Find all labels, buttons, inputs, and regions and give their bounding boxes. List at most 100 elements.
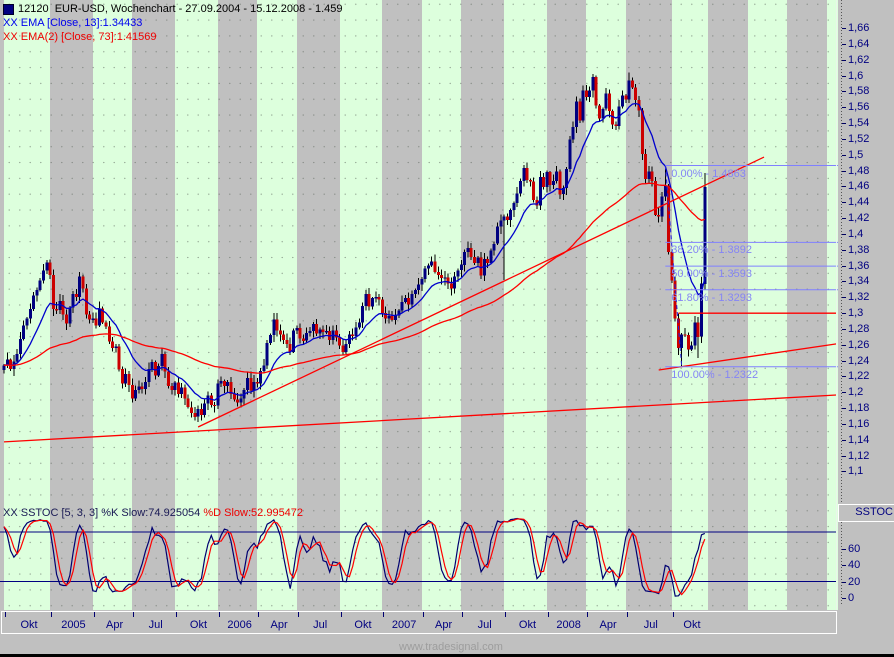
stochastic-d-label: %D Slow:52.995472 (203, 507, 304, 519)
date-label: Okt (20, 619, 38, 631)
trendlines[interactable] (3, 156, 837, 443)
long-term-support (3, 394, 837, 443)
date-axis[interactable]: Okt 2005 Apr Jul Okt 2006 Apr Jul Okt 2007 Apr Jul O… (1, 611, 837, 634)
price-tick (842, 313, 846, 314)
price-tick-label: 1,48 (848, 165, 870, 177)
chart-title-row: 12120 EUR-USD, Wochenchart - 27.09.2004 … (3, 3, 343, 16)
price-tick-label: 1,36 (848, 260, 870, 272)
price-tick-label: 1,14 (848, 434, 870, 446)
stochastic-tick-label: 40 (848, 559, 861, 571)
stochastic-tick (842, 582, 846, 583)
price-tick (842, 456, 846, 457)
price-tick (842, 440, 846, 441)
price-tick (842, 60, 846, 61)
date-label: Jul (477, 619, 492, 631)
price-tick (842, 297, 846, 298)
price-tick-label: 1,16 (848, 418, 870, 430)
date-label: Okt (683, 619, 701, 631)
fib-label[interactable]: 61.80% - 1.3293 (671, 291, 753, 304)
date-label: 2006 (227, 619, 252, 631)
price-tick-label: 1,2 (848, 386, 864, 398)
date-axis-tick (587, 612, 589, 617)
date-axis-tick (462, 612, 464, 617)
date-axis-tick (672, 612, 674, 617)
price-tick-label: 1,22 (848, 370, 870, 382)
date-label: Okt (518, 619, 537, 631)
fib-label[interactable]: 38.20% - 1.3892 (671, 244, 753, 257)
price-tick (842, 345, 846, 346)
price-tick (842, 329, 846, 330)
price-tick-label: 1,24 (848, 355, 870, 367)
ema-slow-line[interactable] (3, 182, 705, 374)
date-label: Jul (313, 619, 328, 631)
date-axis-tick (258, 612, 260, 617)
price-tick (842, 392, 846, 393)
stochastic-tick (842, 598, 846, 599)
price-tick-label: 1,44 (848, 196, 870, 208)
medium-term-support (197, 156, 765, 428)
ema-fast-line[interactable] (3, 102, 706, 401)
price-tick (842, 266, 846, 267)
date-axis-tick (51, 612, 53, 617)
price-tick (842, 139, 846, 140)
date-label: Apr (270, 619, 288, 631)
price-tick (842, 408, 846, 409)
price-tick-label: 1,18 (848, 402, 870, 414)
fib-label[interactable]: 100.00% - 1.2322 (671, 368, 759, 381)
price-tick (842, 107, 846, 108)
ema-fast-legend[interactable]: XX EMA [Close, 13]:1.34433 (3, 17, 143, 29)
price-tick-label: 1,56 (848, 101, 870, 113)
stochastic-k-label: XX SSTOC [5, 3, 3] %K Slow:74.925054 (3, 507, 204, 519)
price-axis[interactable]: 1,66 1,64 1,62 1,6 1,58 1,56 1,54 1,52 1,5 1,48 1,… (838, 0, 894, 610)
price-tick (842, 91, 846, 92)
date-label: 2005 (61, 619, 86, 631)
date-axis-tick (340, 612, 342, 617)
price-tick (842, 202, 846, 203)
price-tick-label: 1,42 (848, 212, 870, 224)
price-tick (842, 171, 846, 172)
date-axis-tick (383, 612, 385, 617)
axis-dotted-line (841, 0, 842, 604)
date-label: Jul (148, 619, 163, 631)
date-label: 2007 (391, 619, 417, 631)
date-label: Jul (643, 619, 658, 631)
price-tick (842, 186, 846, 187)
price-tick (842, 376, 846, 377)
price-tick-label: 1,1 (848, 465, 864, 477)
price-tick (842, 250, 846, 251)
stochastic-axis-title: SSTOC (838, 504, 894, 522)
stochastic-d-line (3, 518, 706, 596)
price-tick (842, 28, 846, 29)
price-tick-label: 1,12 (848, 450, 870, 462)
date-label: Apr (435, 619, 453, 631)
date-axis-tick (218, 612, 220, 617)
stochastic-tick-label: 20 (848, 576, 861, 588)
ema-slow-legend[interactable]: XX EMA(2) [Close, 73]:1.41569 (3, 31, 157, 43)
stochastic-legend[interactable]: XX SSTOC [5, 3, 3] %K Slow:74.925054 %D … (3, 507, 303, 519)
price-pane[interactable] (0, 0, 838, 506)
window-bottom-border (0, 654, 894, 657)
watermark: www.tradesignal.com (399, 641, 503, 653)
stochastic-tick-label: 60 (848, 543, 861, 555)
price-tick (842, 218, 846, 219)
price-tick (842, 361, 846, 362)
price-tick (842, 76, 846, 77)
date-axis-tick (176, 612, 178, 617)
date-axis-tick (93, 612, 95, 617)
stochastic-pane[interactable] (0, 506, 838, 610)
price-tick (842, 281, 846, 282)
price-tick-label: 1,64 (848, 38, 870, 50)
price-tick-label: 1,28 (848, 323, 870, 335)
date-label: Apr (599, 619, 617, 631)
date-axis-tick (297, 612, 299, 617)
fib-label[interactable]: 50.00% - 1.3593 (671, 268, 753, 281)
price-tick-label: 1,3 (848, 307, 864, 319)
fibonacci-retracement[interactable] (664, 165, 838, 368)
fib-label[interactable]: 0.00% - 1.4863 (671, 167, 746, 180)
stochastic-tick (842, 565, 846, 566)
price-tick-label: 1,46 (848, 180, 870, 192)
price-tick (842, 424, 846, 425)
date-label: 2008 (556, 619, 581, 631)
price-tick-label: 1,6 (848, 70, 864, 82)
date-label: Okt (354, 619, 372, 631)
